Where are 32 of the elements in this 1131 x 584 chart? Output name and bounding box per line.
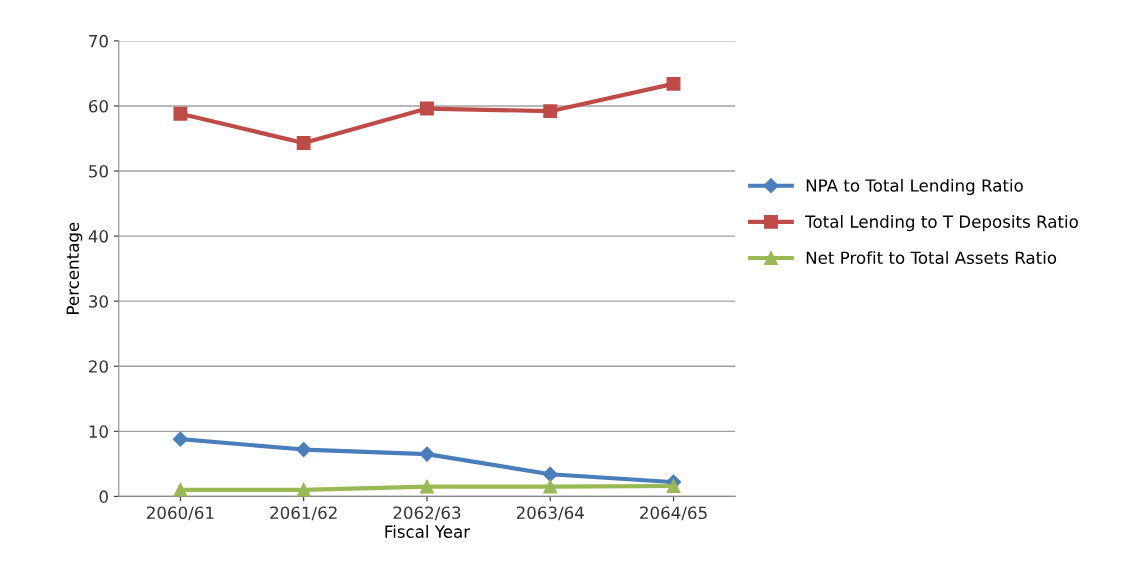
x-tick-label: 2062/63 [393, 506, 461, 521]
point [296, 482, 311, 497]
point [420, 101, 434, 116]
point [172, 431, 188, 447]
y-axis-title: Percentage [66, 222, 83, 314]
x-tick-label: 2064/65 [640, 506, 707, 521]
legend-label: Net Profit to Total Assets Ratio [806, 251, 1057, 265]
point [173, 482, 188, 497]
y-tick-label: 20 [89, 360, 108, 373]
point [543, 479, 558, 494]
y-tick-label: 30 [89, 295, 108, 308]
y-tick-label: 10 [89, 425, 108, 438]
point [419, 446, 435, 462]
y-tick-label: 60 [88, 99, 108, 113]
point [666, 479, 681, 493]
x-axis-title: Fiscal Year [385, 525, 471, 538]
y-tick-label: 40 [88, 230, 108, 243]
point [543, 104, 558, 119]
point [542, 466, 558, 482]
x-tick-label: 2063/64 [516, 506, 584, 521]
point [666, 76, 681, 91]
y-tick-label: 50 [89, 164, 108, 178]
point [296, 136, 311, 150]
legend-label: NPA to Total Lending Ratio [806, 178, 1023, 196]
legend-label: Total Lending to T Deposits Ratio [805, 215, 1078, 232]
point [296, 441, 312, 458]
x-tick-label: 2061/62 [270, 506, 337, 521]
point [173, 106, 188, 121]
y-tick-label: 70 [89, 34, 108, 48]
point [420, 479, 434, 494]
y-tick-label: 0 [99, 490, 108, 503]
x-tick-label: 2060/61 [147, 506, 214, 521]
